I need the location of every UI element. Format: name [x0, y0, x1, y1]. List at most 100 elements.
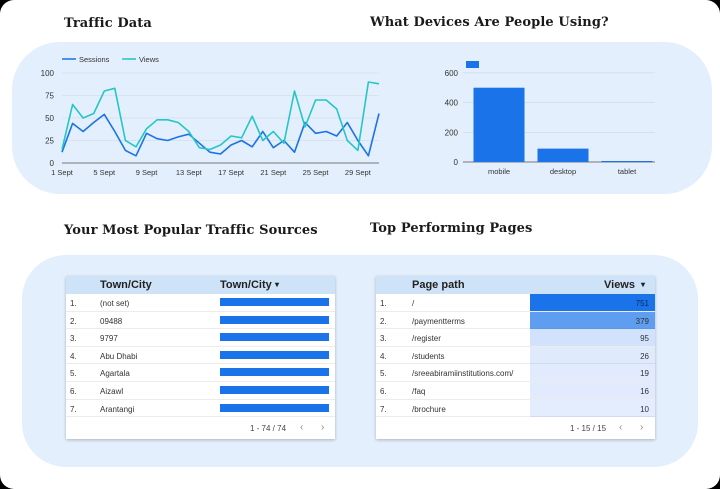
bar-mobile [473, 87, 525, 162]
city-bar [220, 333, 329, 342]
column-header-views[interactable]: Views [604, 279, 635, 291]
city-bar [220, 350, 329, 359]
table-row[interactable]: 6. Aizawl [66, 382, 335, 400]
row-index: 5. [380, 369, 387, 379]
table-row[interactable]: 5. Agartala [66, 364, 335, 382]
pages-table-footer: 1 - 15 / 15 ‹ › [376, 417, 655, 439]
views-heat-cell [530, 381, 655, 399]
x-tick-label: 13 Sept [176, 168, 203, 177]
city-bar [220, 368, 329, 377]
y-tick-label: 50 [45, 114, 54, 123]
pagination-label: 1 - 74 / 74 [250, 424, 287, 434]
table-row[interactable]: 7. Arantangi [66, 400, 335, 418]
x-tick-label: 29 Sept [345, 168, 372, 177]
table-row[interactable]: 5. /sreeabiramiinstitutions.com/19 [376, 364, 655, 382]
y-tick-label: 75 [45, 92, 54, 101]
series-line-sessions [61, 113, 380, 157]
views-cell: 751 [635, 299, 649, 308]
sort-desc-icon[interactable]: ▾ [641, 280, 646, 289]
views-heat-cell [530, 329, 655, 347]
x-tick-label: 17 Sept [218, 168, 245, 177]
page-path-cell: /brochure [412, 404, 446, 414]
table-row[interactable]: 2. 09488 [66, 312, 335, 330]
table-row[interactable]: 6. /faq 16 [376, 381, 655, 400]
views-heat-cell [530, 399, 655, 417]
table-row[interactable]: 3. /register 95 [376, 329, 655, 347]
row-index: 5. [70, 369, 77, 379]
bar-desktop [537, 148, 589, 162]
city-cell: 09488 [100, 316, 123, 326]
row-index: 1. [380, 299, 387, 308]
row-index: 6. [380, 386, 387, 396]
y-tick-label: 25 [45, 137, 54, 146]
page-path-cell: /paymentterms [412, 316, 465, 326]
x-tick-label: mobile [488, 167, 510, 176]
row-index: 4. [70, 351, 77, 361]
page-path-cell: /students [412, 351, 445, 361]
city-cell: (not set) [100, 299, 130, 308]
page-path-cell: / [412, 299, 415, 308]
column-header-town-city[interactable]: Town/City [100, 279, 152, 291]
city-bar [220, 298, 329, 306]
chevron-right-icon[interactable]: › [640, 422, 644, 434]
page-path-cell: /faq [412, 386, 426, 396]
row-index: 7. [70, 404, 77, 414]
page-path-cell: /sreeabiramiinstitutions.com/ [412, 369, 514, 379]
x-tick-label: 25 Sept [303, 168, 330, 177]
city-cell: Agartala [100, 369, 130, 379]
table-row[interactable]: 1. (not set) [66, 294, 335, 312]
views-cell: 19 [640, 369, 649, 379]
x-tick-label: 9 Sept [136, 168, 159, 177]
sources-table-footer: 1 - 74 / 74 ‹ › [66, 417, 335, 439]
chevron-left-icon[interactable]: ‹ [619, 422, 623, 434]
city-cell: Abu Dhabi [100, 351, 138, 361]
city-bar [220, 315, 329, 324]
views-heat-cell [530, 311, 655, 329]
series-line-views [61, 81, 380, 152]
sort-desc-icon[interactable]: ▾ [275, 280, 280, 289]
table-row[interactable]: 2. /paymentterms 379 [376, 311, 655, 330]
x-tick-label: 5 Sept [93, 168, 116, 177]
views-heat-cell [530, 364, 655, 382]
row-index: 7. [380, 404, 387, 414]
y-tick-label: 200 [445, 128, 459, 137]
page-path-cell: /register [412, 334, 441, 344]
views-cell: 95 [640, 334, 649, 344]
y-tick-label: 100 [41, 69, 55, 78]
x-tick-label: 21 Sept [260, 168, 287, 177]
table-row[interactable]: 4. Abu Dhabi [66, 347, 335, 365]
table-row[interactable]: 7. /brochure 10 [376, 399, 655, 418]
column-header-page-path[interactable]: Page path [412, 279, 465, 291]
city-cell: 9797 [100, 334, 118, 344]
row-index: 2. [70, 316, 77, 326]
y-tick-label: 0 [454, 158, 459, 167]
chevron-left-icon[interactable]: ‹ [300, 422, 304, 434]
sources-table: Town/City Town/City ▾ 1. (not set) 2. 09488… [66, 276, 335, 440]
city-cell: Arantangi [100, 404, 135, 414]
x-tick-label: 1 Sept [51, 168, 74, 177]
table-row[interactable]: 1. / 751 [376, 294, 655, 312]
sources-table-header: Town/City Town/City ▾ [66, 276, 335, 294]
views-heat-cell [530, 346, 655, 364]
devices-heading: What Devices Are People Using? [370, 15, 609, 30]
city-cell: Aizawl [100, 386, 124, 396]
views-heat-cell [530, 294, 655, 311]
legend-label: Sessions [79, 55, 110, 64]
table-row[interactable]: 3. 9797 [66, 329, 335, 347]
bar-tablet [601, 161, 653, 162]
views-cell: 10 [640, 404, 649, 414]
legend-label: Views [139, 55, 159, 64]
table-row[interactable]: 4. /students 26 [376, 346, 655, 365]
pages-table-header: Page path Views ▾ [376, 276, 655, 294]
y-tick-label: 400 [445, 99, 459, 108]
pagination-label: 1 - 15 / 15 [570, 424, 607, 434]
chevron-right-icon[interactable]: › [321, 422, 325, 434]
y-tick-label: 0 [50, 159, 55, 168]
traffic-line-chart: 0 25 50 75 100 1 Sept 5 Sept 9 Sept 13 Sept 17 Se… [41, 55, 380, 177]
y-tick-label: 600 [445, 69, 459, 78]
column-header-town-city-bar[interactable]: Town/City [220, 279, 272, 291]
pages-table: Page path Views ▾ 1. / 751 2. /paymentterms 3… [376, 276, 655, 440]
sources-heading: Your Most Popular Traffic Sources [64, 223, 318, 238]
views-cell: 16 [640, 386, 649, 396]
